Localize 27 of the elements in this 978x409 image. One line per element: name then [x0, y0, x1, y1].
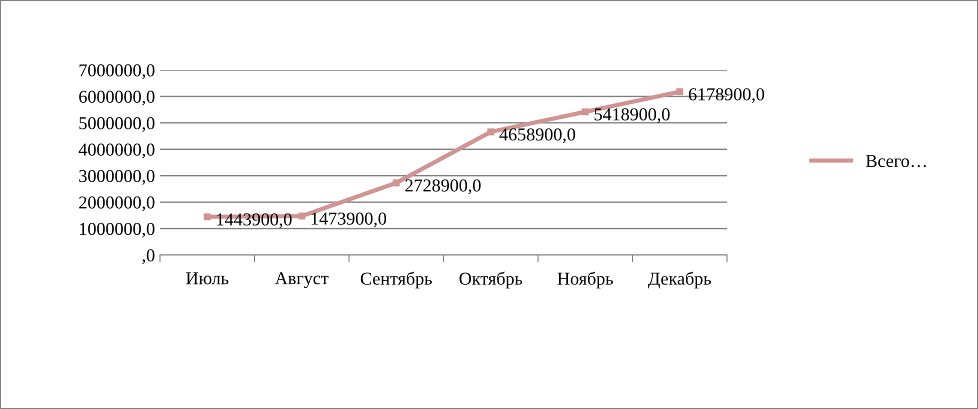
x-tick-label: Декабрь [648, 272, 711, 288]
y-tick-label: 7000000,0 [80, 64, 154, 80]
x-tick-label: Август [274, 272, 328, 288]
y-tick-label: 5000000,0 [79, 117, 154, 132]
x-tick-label: Сентябрь [360, 272, 432, 288]
y-tick-label: ,0 [142, 249, 154, 264]
point [487, 128, 494, 136]
y-tick-label: 1000000,0 [80, 222, 154, 238]
data-label: 4658900,0 [499, 128, 576, 144]
x-tick-label: Июль [186, 272, 228, 284]
point [204, 213, 211, 220]
y-tick-label: 6000000,0 [79, 90, 154, 106]
y-tick-label: 4000000,0 [78, 144, 154, 158]
x-tick-label: Ноябрь [558, 272, 613, 288]
data-label: 1473900,0 [312, 212, 386, 228]
point [298, 212, 306, 220]
y-tick-label: 2000000,0 [79, 196, 154, 212]
data-label: 2728900,0 [405, 179, 481, 194]
point [582, 108, 589, 116]
point [676, 88, 684, 96]
data-label: 5418900,0 [594, 108, 670, 124]
data-label: 6178900,0 [688, 88, 764, 103]
data-label: 1443900,0 [217, 213, 292, 228]
x-tick-label: Октябрь [460, 272, 522, 288]
legend-label: Всего… [866, 155, 926, 168]
point [392, 179, 400, 186]
y-tick-label: 3000000,0 [79, 170, 154, 185]
